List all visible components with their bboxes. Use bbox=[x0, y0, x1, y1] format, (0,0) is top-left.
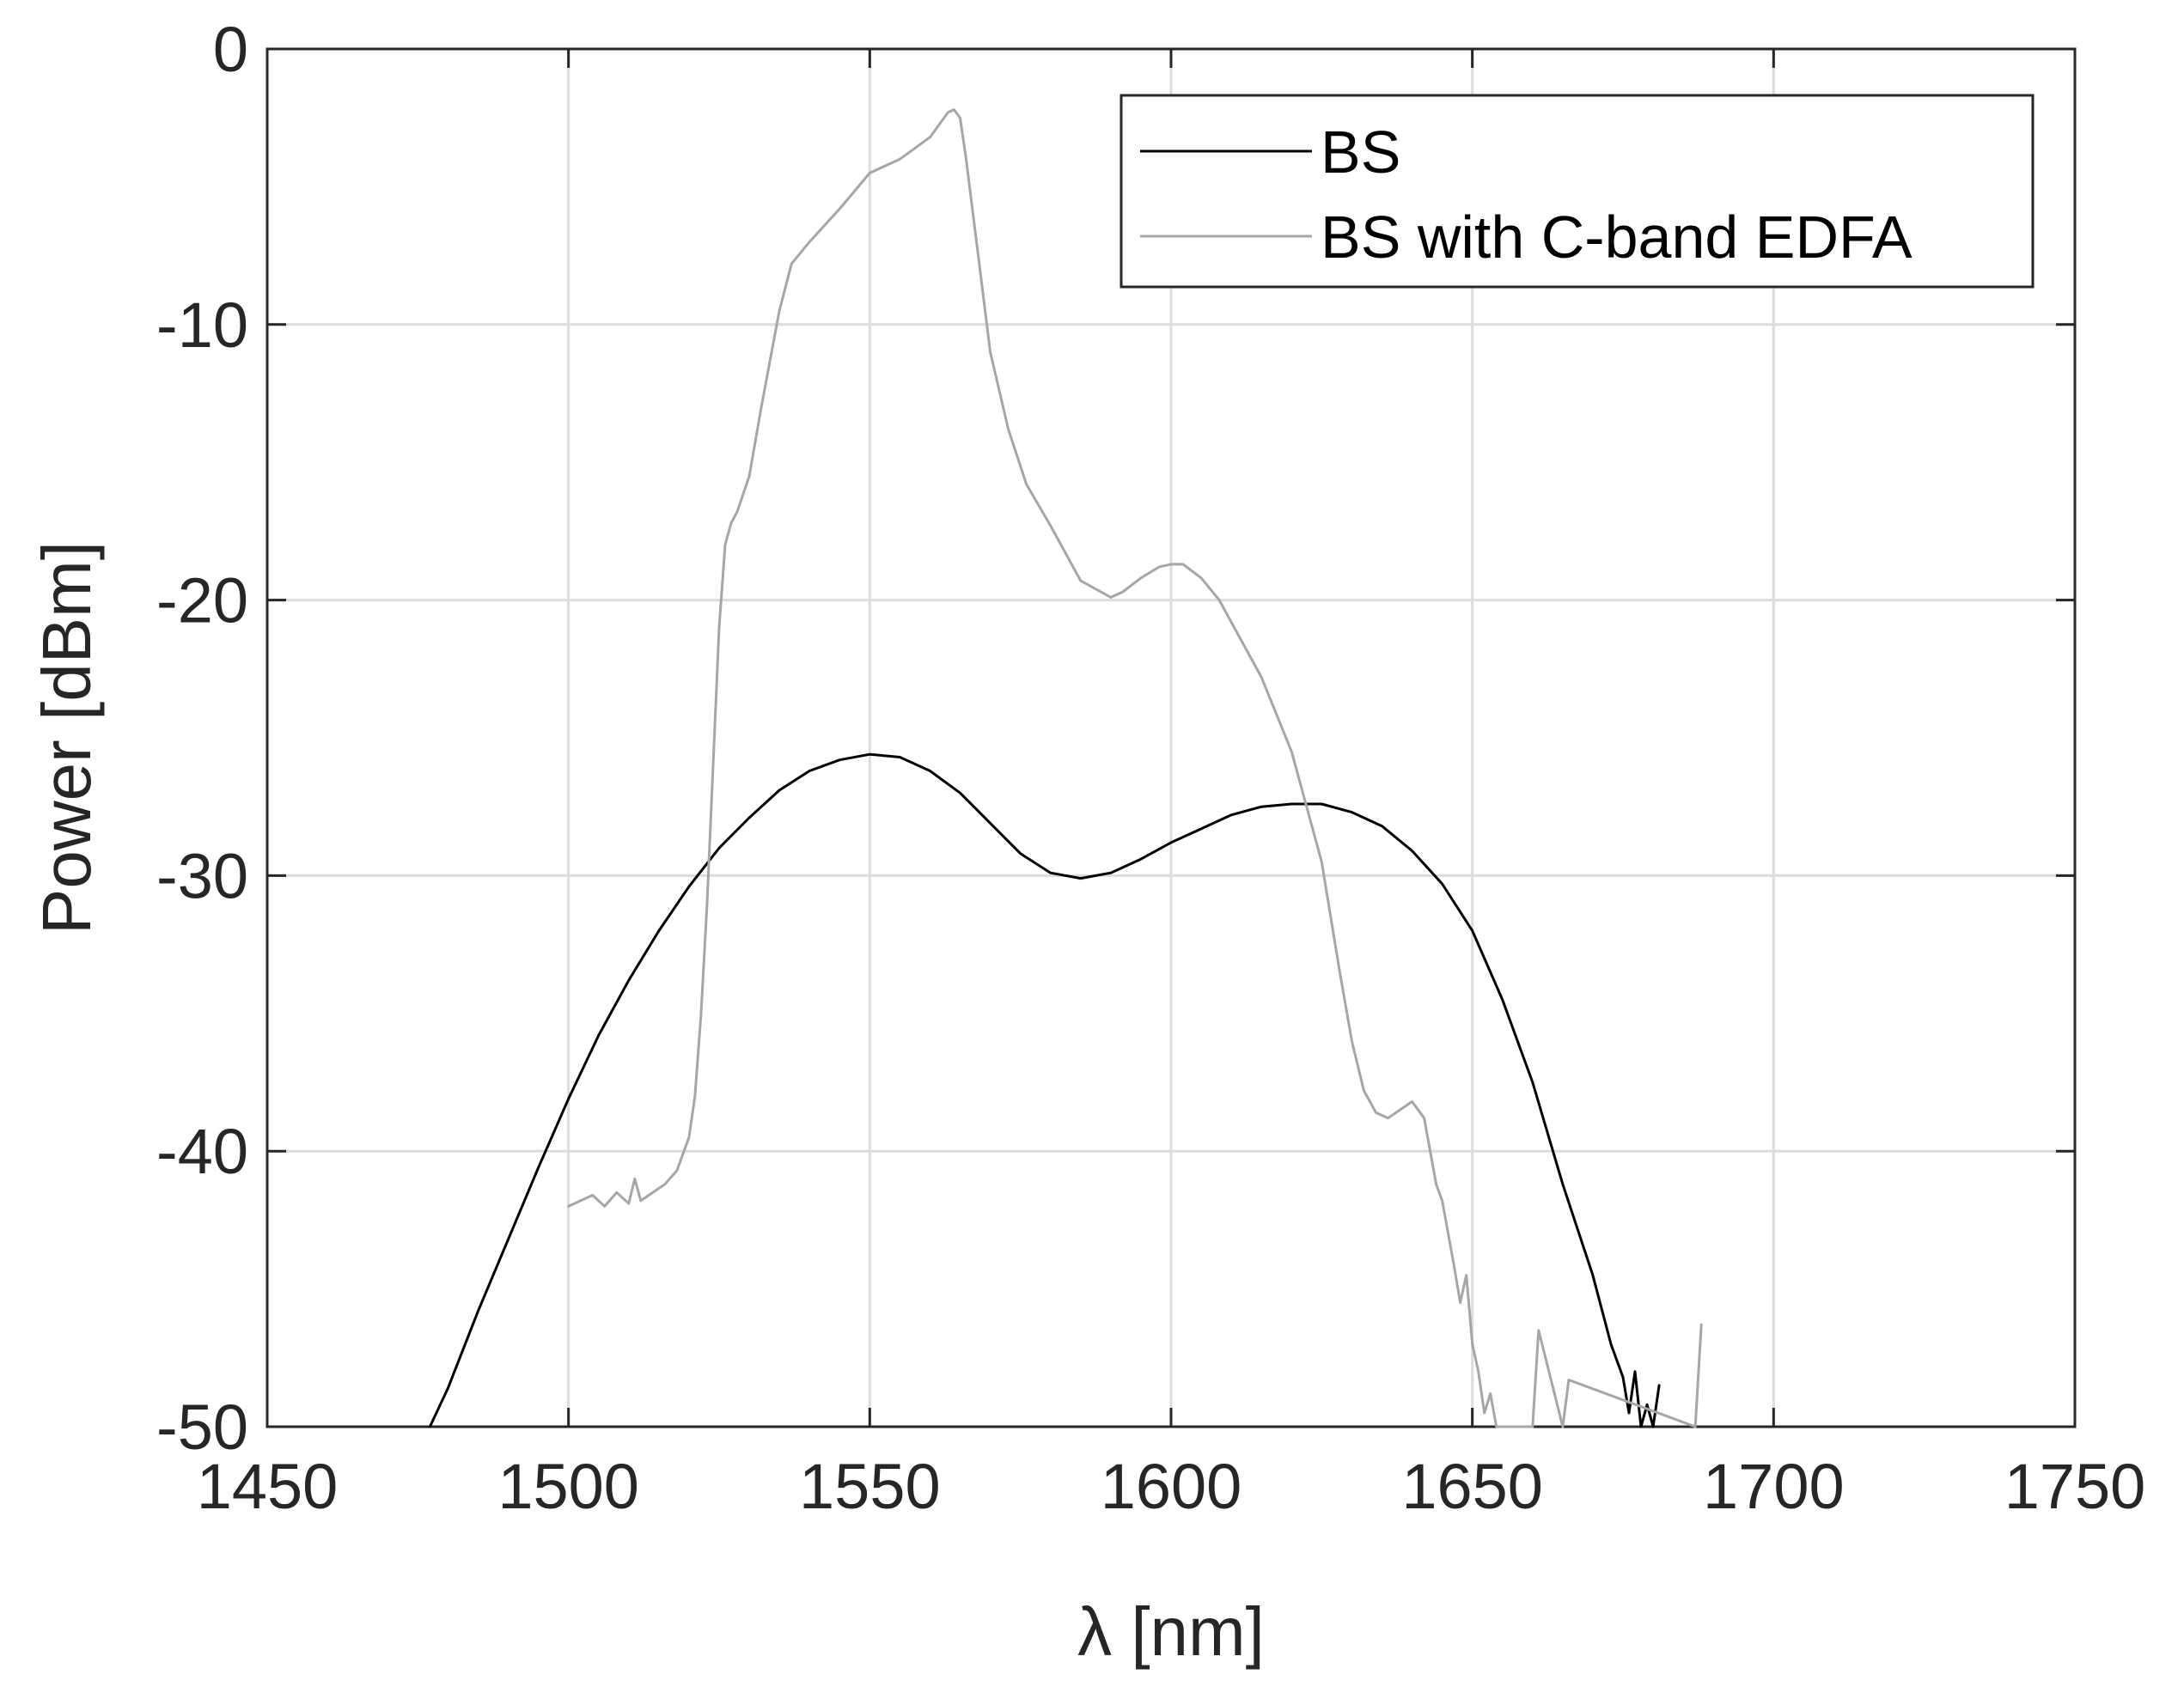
y-tick-label: 0 bbox=[213, 14, 248, 85]
tick-labels: 1450 1500 1550 1600 1650 1700 1750 0 -10 -20 -30 -4… bbox=[156, 14, 2145, 1522]
y-axis-label: Power [dBm] bbox=[28, 541, 105, 935]
x-tick-label: 1600 bbox=[1101, 1451, 1242, 1522]
x-tick-label: 1700 bbox=[1703, 1451, 1845, 1522]
x-tick-label: 1650 bbox=[1401, 1451, 1543, 1522]
y-tick-label: -40 bbox=[156, 1116, 248, 1187]
plot-frame bbox=[265, 47, 2077, 1428]
legend: BS BS with C-band EDFA bbox=[1119, 94, 2035, 289]
y-tick-label: -10 bbox=[156, 289, 248, 361]
y-tick-label: -20 bbox=[156, 565, 248, 636]
x-tick-label: 1550 bbox=[799, 1451, 941, 1522]
y-tick-label: -30 bbox=[156, 840, 248, 911]
x-tick-label: 1750 bbox=[2004, 1451, 2146, 1522]
legend-box bbox=[1119, 94, 2035, 289]
legend-label-edfa: BS with C-band EDFA bbox=[1321, 204, 1913, 271]
y-tick-label: -50 bbox=[156, 1391, 248, 1463]
legend-label-bs: BS bbox=[1321, 119, 1400, 186]
x-tick-label: 1450 bbox=[197, 1451, 339, 1522]
x-tick-label: 1500 bbox=[497, 1451, 639, 1522]
series-line-0 bbox=[428, 752, 1661, 1428]
series-layer bbox=[428, 108, 1703, 1428]
series-line-1 bbox=[567, 108, 1703, 1428]
x-axis-label: λ [nm] bbox=[1077, 1593, 1265, 1670]
